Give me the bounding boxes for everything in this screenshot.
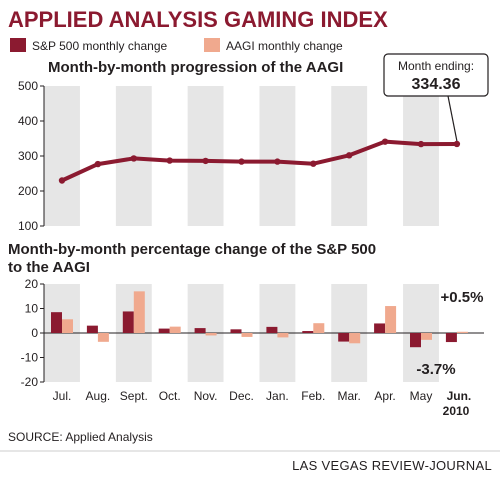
sp500-bar — [194, 328, 206, 333]
callout-leader-line — [447, 95, 458, 142]
sp500-bar — [51, 312, 62, 333]
x-tick-label: Nov. — [194, 389, 218, 403]
callout-box — [383, 53, 489, 97]
bar-y-tick-label: -20 — [21, 375, 39, 389]
aagi-bar — [456, 331, 468, 333]
sp500-bar — [86, 325, 98, 333]
bar-chart-title-line1: Month-by-month percentage change of the … — [8, 241, 376, 258]
sp500-bar — [374, 323, 386, 333]
x-tick-label: May — [410, 389, 433, 403]
line-y-tick-label: 300 — [18, 149, 38, 163]
line-band — [403, 86, 439, 226]
aagi-point — [417, 140, 425, 148]
aagi-bar — [97, 333, 109, 342]
line-band — [187, 86, 224, 226]
line-chart: Month-by-month progression of the AAGI 1… — [18, 53, 489, 233]
aagi-point — [453, 140, 461, 148]
callout-value: 334.36 — [412, 76, 461, 93]
line-y-tick-label: 400 — [18, 114, 38, 128]
x-tick-label: Mar. — [338, 389, 361, 403]
aagi-bar — [313, 323, 325, 333]
x-tick-label: Feb. — [301, 389, 325, 403]
aagi-bar — [349, 333, 361, 344]
line-band — [44, 86, 80, 226]
line-y-tick-label: 200 — [18, 184, 38, 198]
sp500-bar — [410, 333, 421, 348]
aagi-bar — [169, 326, 181, 333]
bar-y-tick-label: 20 — [25, 277, 39, 291]
aagi-bar — [385, 306, 397, 333]
x-tick-label: Jul. — [53, 389, 72, 403]
x-tick-label: Jan. — [266, 389, 289, 403]
aagi-last-annotation: +0.5% — [441, 289, 484, 306]
line-chart-title: Month-by-month progression of the AAGI — [48, 59, 343, 76]
aagi-bar — [241, 333, 253, 337]
aagi-point — [130, 155, 137, 162]
aagi-bar — [277, 333, 289, 338]
x-tick-label: Sept. — [120, 389, 148, 403]
aagi-bar — [205, 333, 217, 336]
month-ending-callout: Month ending: 334.36 — [383, 53, 489, 142]
source-note: SOURCE: Applied Analysis — [8, 430, 153, 444]
sp500-bar — [230, 329, 242, 333]
legend-swatch-aagi — [204, 38, 220, 52]
aagi-bar — [133, 291, 145, 333]
aagi-point — [166, 157, 173, 164]
callout-label: Month ending: — [398, 59, 474, 73]
line-y-tick-label: 500 — [18, 79, 38, 93]
legend-label-sp500: S&P 500 monthly change — [32, 39, 168, 53]
aagi-bar — [62, 319, 73, 333]
x-tick-label: Apr. — [374, 389, 395, 403]
sp500-bar — [338, 333, 350, 342]
sp500-last-annotation: -3.7% — [416, 361, 455, 378]
bar-y-tick-label: 10 — [25, 302, 39, 316]
legend-label-aagi: AAGI monthly change — [226, 39, 343, 53]
sp500-bar — [122, 311, 134, 333]
legend: S&P 500 monthly change AAGI monthly chan… — [10, 38, 343, 53]
graphic-title: APPLIED ANALYSIS GAMING INDEX — [8, 7, 388, 32]
year-label: 2010 — [443, 404, 470, 418]
x-tick-label: Oct. — [159, 389, 181, 403]
line-y-tick-label: 100 — [18, 219, 38, 233]
aagi-point — [274, 158, 281, 165]
x-tick-label: Jun. — [447, 389, 472, 403]
aagi-point — [94, 160, 102, 168]
legend-swatch-sp500 — [10, 38, 26, 52]
aagi-point — [346, 152, 353, 159]
aagi-bar — [421, 333, 432, 340]
aagi-point — [202, 157, 209, 165]
x-tick-label: Aug. — [86, 389, 111, 403]
bar-y-tick-label: 0 — [31, 326, 38, 340]
publisher-credit: LAS VEGAS REVIEW-JOURNAL — [292, 458, 492, 473]
bar-y-tick-label: -10 — [21, 351, 39, 365]
aagi-point — [310, 160, 317, 167]
sp500-bar — [445, 333, 457, 343]
line-band — [259, 86, 296, 226]
x-tick-label: Dec. — [229, 389, 254, 403]
aagi-line — [60, 139, 459, 183]
bar-chart-title-line2: to the AAGI — [8, 259, 90, 276]
aagi-point — [58, 177, 66, 184]
aagi-point — [238, 158, 245, 165]
bar-chart: Month-by-month percentage change of the … — [8, 241, 484, 418]
sp500-bar — [302, 331, 314, 333]
sp500-bar — [266, 326, 278, 333]
sp500-bar — [158, 328, 170, 333]
aagi-point — [381, 138, 389, 145]
